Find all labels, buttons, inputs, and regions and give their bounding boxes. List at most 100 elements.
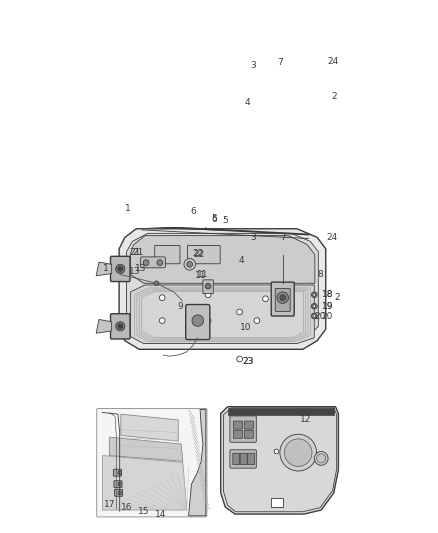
Polygon shape	[131, 236, 315, 283]
Circle shape	[311, 303, 317, 309]
Text: 19: 19	[322, 302, 333, 311]
Circle shape	[254, 318, 260, 324]
Text: 1: 1	[125, 204, 131, 213]
Circle shape	[274, 449, 279, 454]
FancyBboxPatch shape	[248, 453, 254, 465]
FancyBboxPatch shape	[187, 245, 220, 264]
Text: 1: 1	[103, 264, 109, 273]
Polygon shape	[131, 285, 314, 344]
Text: 21: 21	[129, 248, 140, 257]
Text: 15: 15	[138, 507, 149, 516]
FancyBboxPatch shape	[114, 489, 123, 496]
Text: 2: 2	[332, 92, 337, 101]
Text: 5: 5	[223, 216, 228, 225]
Circle shape	[116, 264, 125, 273]
Text: 7: 7	[280, 233, 286, 242]
FancyBboxPatch shape	[186, 304, 210, 340]
Circle shape	[306, 102, 317, 114]
Circle shape	[143, 260, 149, 265]
Text: 18: 18	[322, 290, 333, 299]
Circle shape	[311, 292, 317, 297]
FancyBboxPatch shape	[240, 453, 247, 465]
Text: 9: 9	[178, 302, 184, 311]
Circle shape	[296, 87, 304, 95]
Text: 10: 10	[240, 323, 251, 332]
Polygon shape	[189, 409, 206, 516]
FancyBboxPatch shape	[110, 314, 130, 339]
FancyBboxPatch shape	[271, 282, 294, 316]
Text: 20: 20	[322, 311, 333, 320]
Text: 14: 14	[155, 510, 167, 519]
Circle shape	[118, 491, 121, 495]
FancyBboxPatch shape	[255, 69, 269, 77]
Circle shape	[277, 292, 289, 303]
Circle shape	[154, 281, 159, 286]
Circle shape	[118, 266, 123, 271]
FancyBboxPatch shape	[244, 421, 254, 429]
Circle shape	[175, 213, 178, 216]
Circle shape	[312, 120, 318, 125]
Circle shape	[312, 71, 318, 77]
Text: 23: 23	[243, 358, 254, 366]
Text: 11: 11	[197, 270, 208, 279]
Text: 22: 22	[194, 249, 205, 259]
FancyBboxPatch shape	[275, 288, 290, 311]
Circle shape	[237, 309, 243, 315]
FancyBboxPatch shape	[113, 469, 121, 476]
FancyBboxPatch shape	[203, 280, 213, 294]
Circle shape	[159, 318, 165, 324]
Polygon shape	[119, 229, 326, 349]
Text: 22: 22	[192, 249, 203, 258]
Text: 23: 23	[243, 358, 254, 366]
Polygon shape	[110, 437, 183, 461]
Circle shape	[157, 260, 163, 265]
Text: 24: 24	[326, 233, 337, 242]
Circle shape	[263, 296, 268, 302]
FancyBboxPatch shape	[291, 73, 318, 122]
Circle shape	[311, 313, 317, 319]
Text: 4: 4	[239, 256, 244, 265]
Circle shape	[191, 306, 197, 312]
Circle shape	[205, 292, 211, 297]
Circle shape	[284, 439, 312, 466]
Text: 6: 6	[191, 207, 197, 216]
Circle shape	[313, 314, 316, 318]
FancyBboxPatch shape	[141, 204, 184, 225]
Circle shape	[173, 211, 180, 219]
Text: 13: 13	[129, 268, 140, 276]
FancyBboxPatch shape	[233, 430, 243, 438]
FancyBboxPatch shape	[230, 450, 256, 468]
Circle shape	[118, 482, 121, 486]
Text: 3: 3	[250, 233, 256, 242]
Polygon shape	[96, 319, 112, 333]
Text: 16: 16	[121, 503, 132, 512]
Text: 5: 5	[211, 214, 217, 223]
Circle shape	[313, 305, 316, 308]
FancyBboxPatch shape	[233, 453, 240, 465]
FancyBboxPatch shape	[114, 481, 122, 488]
FancyBboxPatch shape	[97, 408, 207, 517]
Circle shape	[314, 451, 328, 465]
Circle shape	[280, 434, 317, 471]
Text: 11: 11	[195, 271, 206, 280]
Text: 3: 3	[250, 61, 256, 70]
Text: 7: 7	[277, 58, 283, 67]
Circle shape	[192, 315, 204, 326]
Text: 20: 20	[314, 311, 326, 320]
Circle shape	[317, 454, 326, 463]
FancyBboxPatch shape	[271, 498, 283, 507]
Text: 2: 2	[335, 293, 340, 302]
Text: 18: 18	[322, 290, 333, 299]
FancyBboxPatch shape	[244, 430, 254, 438]
Text: 19: 19	[322, 302, 333, 311]
Circle shape	[287, 120, 293, 125]
Polygon shape	[127, 233, 318, 342]
FancyBboxPatch shape	[233, 421, 243, 429]
Text: 21: 21	[132, 248, 144, 257]
Text: 12: 12	[300, 415, 311, 424]
Text: 17: 17	[104, 500, 115, 509]
Circle shape	[159, 295, 165, 301]
Circle shape	[184, 259, 195, 270]
Text: 4: 4	[244, 98, 250, 107]
Circle shape	[205, 318, 211, 324]
